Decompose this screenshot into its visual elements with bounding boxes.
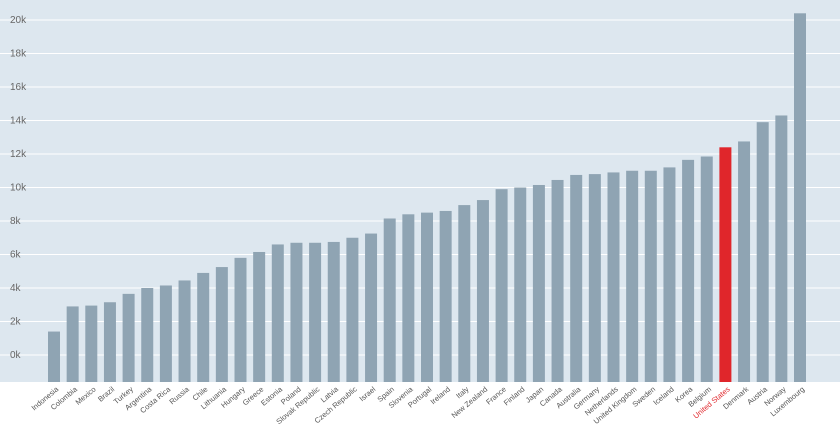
- bar: [458, 205, 471, 382]
- bars: [48, 13, 806, 383]
- bar: [103, 302, 116, 382]
- y-tick-label: 16k: [10, 82, 27, 93]
- x-tick-label: Ireland: [429, 385, 452, 407]
- bar: [85, 305, 98, 382]
- x-tick-label: Estonia: [259, 384, 285, 408]
- y-tick-label: 4k: [10, 283, 22, 294]
- bar: [532, 184, 545, 382]
- bar: [775, 115, 788, 382]
- bar: [476, 200, 489, 382]
- y-tick-label: 8k: [10, 216, 22, 227]
- y-tick-label: 12k: [10, 149, 27, 160]
- bar: [439, 210, 452, 382]
- bar: [234, 257, 247, 382]
- bar: [178, 280, 191, 382]
- bar: [570, 174, 583, 382]
- y-tick-label: 10k: [10, 183, 27, 194]
- y-tick-label: 0k: [10, 350, 22, 361]
- bar: [626, 170, 639, 382]
- bar: [644, 170, 657, 382]
- bar: [253, 251, 266, 382]
- bar: [682, 159, 695, 382]
- bar: [141, 288, 154, 382]
- bar: [663, 167, 676, 382]
- bar: [271, 244, 284, 382]
- x-tick-label: Finland: [502, 385, 527, 408]
- x-axis: IndonesiaColombiaMexicoBrazilTurkeyArgen…: [30, 384, 807, 426]
- bar: [756, 122, 769, 383]
- bar: [309, 242, 322, 382]
- bar: [700, 156, 713, 382]
- bar: [588, 174, 601, 382]
- bar: [551, 179, 564, 382]
- bar: [215, 267, 228, 382]
- x-tick-label: Mexico: [74, 385, 98, 407]
- bar: [327, 241, 340, 382]
- bar: [365, 233, 378, 382]
- bar: [514, 187, 527, 382]
- bar: [421, 212, 433, 383]
- bar: [48, 331, 60, 382]
- y-tick-label: 2k: [10, 317, 22, 328]
- x-tick-label: Russia: [167, 384, 191, 406]
- x-tick-label: New Zealand: [450, 385, 490, 420]
- bar-highlighted: [719, 147, 732, 382]
- bar: [346, 237, 359, 382]
- bar: [738, 141, 751, 382]
- y-tick-label: 6k: [10, 250, 22, 261]
- bar: [122, 293, 135, 382]
- plot-background: [0, 0, 840, 382]
- y-tick-label: 18k: [10, 49, 27, 60]
- y-axis: 0k 2k 4k 6k 8k 10k 12k 14k 16k 18k 20k: [10, 15, 27, 361]
- bar: [794, 13, 806, 383]
- bar: [290, 242, 303, 382]
- x-tick-label: Israel: [357, 384, 377, 403]
- bar: [383, 218, 396, 382]
- bar: [197, 272, 210, 382]
- bar: [159, 285, 172, 382]
- bar: [66, 306, 79, 382]
- bar: [495, 189, 508, 382]
- gridlines: [0, 19, 840, 356]
- y-tick-label: 20k: [10, 15, 27, 26]
- bar: [607, 172, 620, 382]
- x-tick-label: Iceland: [651, 385, 675, 407]
- bar: [402, 214, 415, 382]
- y-tick-label: 14k: [10, 116, 27, 127]
